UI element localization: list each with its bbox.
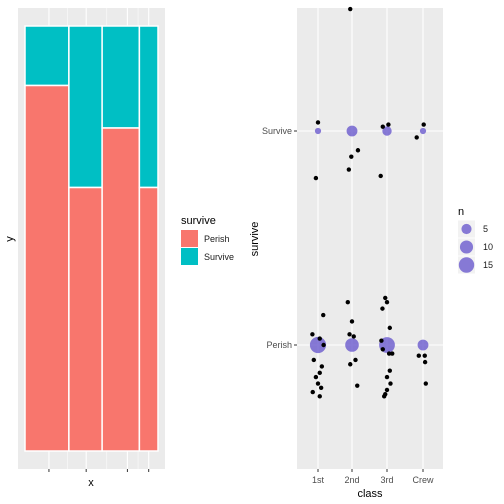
jitter-point (384, 387, 390, 393)
jitter-point (313, 175, 319, 181)
legend-key-survive (181, 248, 198, 265)
jitter-point (318, 385, 324, 390)
count-point (419, 127, 427, 135)
jitter-point (310, 332, 315, 337)
jitter-point (313, 374, 319, 380)
mosaic-y-axis-label: y (4, 236, 16, 242)
jitter-point (382, 394, 387, 399)
jitter-point (383, 295, 388, 301)
jitter-point (355, 383, 360, 388)
jitter-point (380, 347, 385, 352)
count-point (346, 125, 358, 137)
mosaic-tile-survive-crew (138, 25, 159, 189)
jitter-point (351, 334, 356, 339)
scatter-x-tick-label: 3rd (380, 475, 393, 485)
mosaic-tile-survive-2nd (68, 25, 103, 189)
mosaic-chart: x y survive Perish Survive (4, 8, 234, 489)
jitter-point (311, 357, 316, 363)
jitter-point (422, 353, 427, 358)
jitter-point (380, 124, 385, 129)
mosaic-tile-perish-1st (24, 84, 70, 452)
scatter-y-ticks: Perish Survive (262, 126, 297, 350)
count-point (345, 338, 359, 352)
jitter-point (348, 362, 353, 367)
count-point (309, 336, 327, 354)
scatter-x-tick-label: Crew (412, 475, 434, 485)
jitter-point (380, 306, 385, 311)
size-legend-label: 15 (483, 260, 493, 270)
jitter-point (346, 167, 352, 172)
jitter-point (416, 353, 421, 358)
jitter-point (348, 6, 353, 12)
jitter-point (387, 325, 392, 331)
legend-label-perish: Perish (204, 234, 230, 244)
jitter-points (310, 6, 428, 399)
jitter-point (387, 368, 392, 373)
jitter-point (379, 338, 384, 343)
jitter-point (414, 135, 419, 140)
scatter-chart: 1st 2nd 3rd Crew Perish Survive class surviv… (249, 6, 493, 500)
jitter-point (317, 370, 322, 376)
mosaic-x-axis-label: x (88, 477, 94, 489)
jitter-point (347, 332, 352, 337)
jitter-point (349, 319, 355, 324)
mosaic-tile-perish-3rd (101, 127, 141, 452)
legend-label-survive: Survive (204, 252, 234, 262)
mosaic-legend-title: survive (181, 215, 216, 227)
size-legend-label: 10 (483, 242, 493, 252)
jitter-point (386, 351, 392, 356)
scatter-y-tick-label: Perish (266, 340, 292, 350)
mosaic-legend: survive Perish Survive (181, 215, 234, 265)
jitter-point (321, 342, 326, 348)
legend-key-perish (181, 230, 198, 247)
scatter-x-tick-label: 2nd (344, 475, 359, 485)
jitter-point (421, 122, 426, 127)
mosaic-x-ticks (48, 469, 150, 472)
size-legend-label: 5 (483, 224, 488, 234)
jitter-point (384, 374, 390, 380)
scatter-y-tick-label: Survive (262, 126, 292, 136)
jitter-point (317, 394, 322, 399)
mosaic-tile-survive-3rd (101, 25, 141, 129)
jitter-point (315, 120, 321, 125)
jitter-point (315, 381, 321, 386)
size-legend-key (461, 223, 472, 235)
mosaic-tile-perish-crew (138, 186, 159, 452)
scatter-panel-background (297, 8, 443, 469)
jitter-point (386, 122, 391, 127)
scatter-x-axis-label: class (357, 488, 383, 500)
scatter-y-axis-label: survive (249, 222, 261, 257)
mosaic-tile-survive-1st (24, 25, 70, 87)
count-point (417, 339, 429, 351)
jitter-point (310, 389, 315, 395)
jitter-point (353, 357, 358, 363)
mosaic-tiles (24, 25, 159, 452)
jitter-point (390, 351, 395, 356)
jitter-point (345, 300, 350, 305)
jitter-point (355, 148, 361, 153)
jitter-point (321, 312, 326, 318)
jitter-point (319, 364, 325, 369)
count-point (382, 126, 392, 136)
jitter-point (378, 173, 383, 179)
scatter-x-tick-label: 1st (312, 475, 325, 485)
jitter-point (349, 154, 354, 159)
size-legend: n 5 10 15 (458, 206, 493, 274)
mosaic-tile-perish-2nd (68, 186, 103, 452)
jitter-point (422, 359, 428, 365)
scatter-x-ticks: 1st 2nd 3rd Crew (312, 469, 434, 485)
jitter-point (384, 300, 390, 305)
jitter-point (423, 381, 428, 386)
jitter-point (388, 381, 393, 386)
jitter-point (317, 336, 322, 341)
size-legend-key (458, 257, 475, 273)
size-legend-title: n (458, 206, 464, 218)
size-legend-key (459, 240, 474, 254)
count-point (314, 127, 322, 135)
